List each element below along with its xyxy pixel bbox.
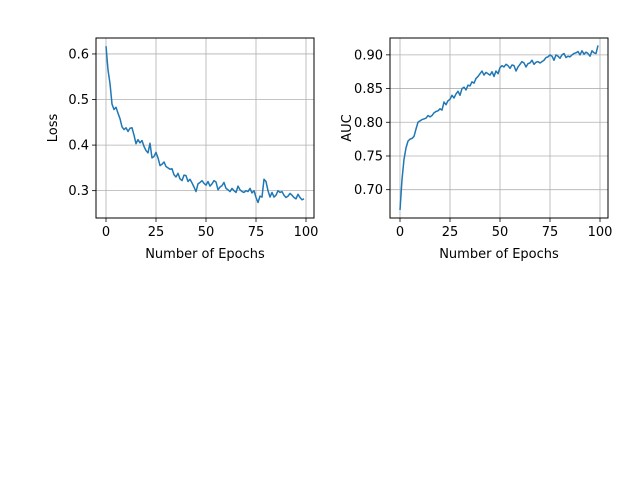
auc-series [399,45,599,210]
loss-axes-frame [95,37,315,219]
auc-ticks: 0 25 50 75 100 0.70 0.75 0.80 0.85 0.90 [354,48,612,240]
loss-x-tick-label: 0 [102,225,110,240]
auc-grid [390,38,608,218]
loss-y-tick-label: 0.3 [68,184,89,199]
auc-x-tick-label: 100 [588,225,613,240]
auc-y-axis-label: AUC [340,114,355,142]
loss-ticks: 0 25 50 75 100 0.3 0.4 0.5 0.6 [68,47,318,240]
auc-line [399,45,599,210]
auc-y-tick-label: 0.80 [354,116,383,131]
loss-line [105,46,305,204]
loss-y-tick-label: 0.6 [68,47,89,62]
auc-y-tick-label: 0.70 [354,183,383,198]
loss-x-tick-label: 50 [198,225,215,240]
loss-x-tick-label: 75 [248,225,265,240]
loss-series [105,46,305,204]
loss-x-tick-label: 100 [294,225,319,240]
auc-x-tick-label: 25 [442,225,459,240]
loss-y-tick-label: 0.5 [68,93,89,108]
auc-y-tick-label: 0.85 [354,82,383,97]
auc-x-tick-label: 0 [396,225,404,240]
loss-y-axis-label: Loss [46,114,61,143]
auc-y-tick-label: 0.75 [354,149,383,164]
loss-x-axis-label: Number of Epochs [145,247,265,262]
auc-x-axis-label: Number of Epochs [439,247,559,262]
auc-x-tick-label: 50 [492,225,509,240]
loss-x-tick-label: 25 [148,225,165,240]
auc-y-tick-label: 0.90 [354,48,383,63]
auc-axes-frame [389,37,609,219]
auc-x-tick-label: 75 [542,225,559,240]
auc-subplot: 0 25 50 75 100 0.70 0.75 0.80 0.85 0.90 Number of… [340,37,612,262]
loss-y-tick-label: 0.4 [68,139,89,154]
